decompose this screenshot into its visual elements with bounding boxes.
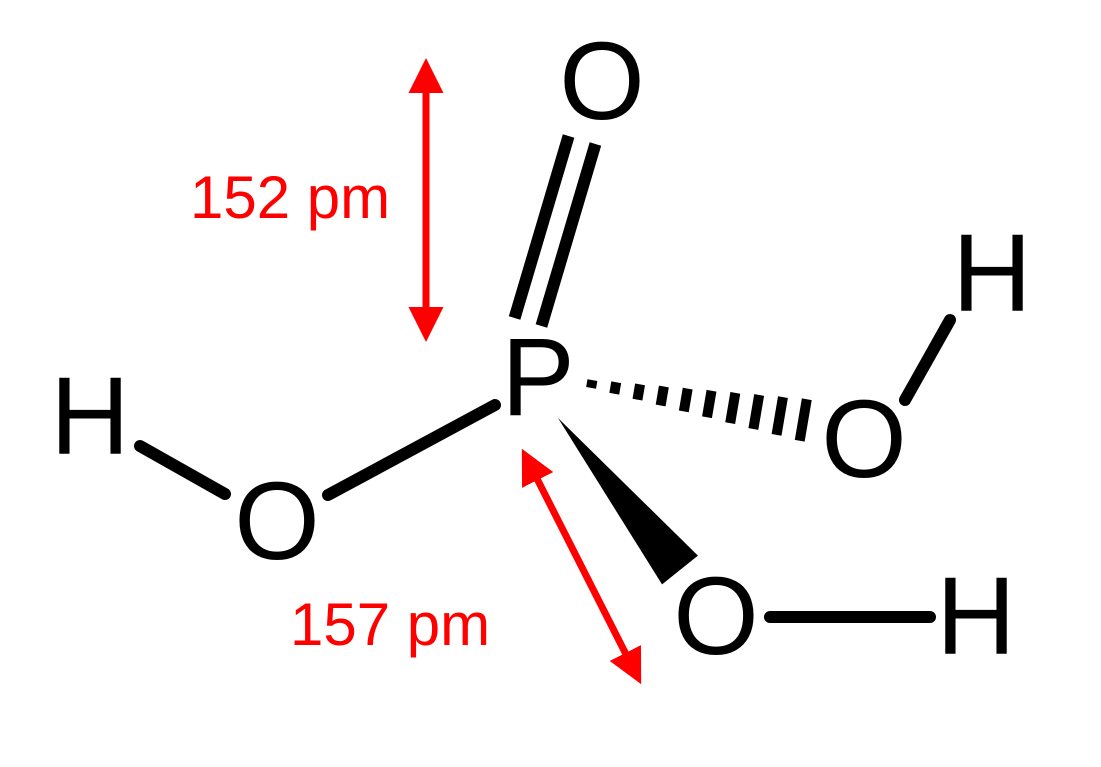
atom-oxygen-left: O <box>234 467 320 577</box>
atom-hydrogen-right: H <box>952 219 1031 329</box>
atom-oxygen-bottom: O <box>673 562 759 672</box>
bond-length-label-152: 152 pm <box>190 168 390 228</box>
atom-oxygen-right: O <box>821 385 907 495</box>
bond-length-label-157: 157 pm <box>290 595 490 655</box>
atom-hydrogen-left: H <box>50 362 129 472</box>
atom-hydrogen-bottom: H <box>936 562 1015 672</box>
atom-phosphorus: P <box>501 323 574 433</box>
atom-oxygen-top: O <box>559 27 645 137</box>
molecule-diagram: P O O O O H H H 152 pm 157 pm <box>0 0 1101 767</box>
